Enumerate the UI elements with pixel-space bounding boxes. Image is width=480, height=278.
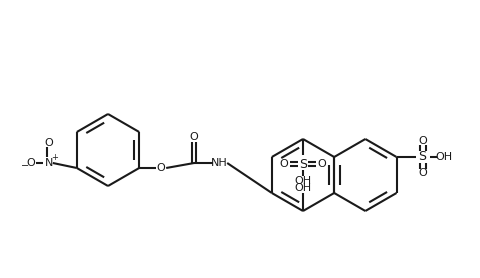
Text: O: O: [190, 132, 199, 142]
Text: OH: OH: [294, 176, 312, 186]
Text: N: N: [45, 158, 53, 168]
Text: O: O: [45, 138, 53, 148]
Text: O: O: [318, 159, 326, 169]
Text: −: −: [21, 161, 29, 171]
Text: S: S: [299, 158, 307, 170]
Text: +: +: [51, 153, 58, 163]
Text: O: O: [418, 168, 427, 178]
Text: OH: OH: [294, 183, 312, 193]
Text: O: O: [418, 136, 427, 146]
Text: S: S: [419, 150, 427, 163]
Text: NH: NH: [211, 158, 228, 168]
Text: O: O: [280, 159, 288, 169]
Text: O: O: [157, 163, 166, 173]
Text: O: O: [26, 158, 35, 168]
Text: OH: OH: [435, 152, 452, 162]
